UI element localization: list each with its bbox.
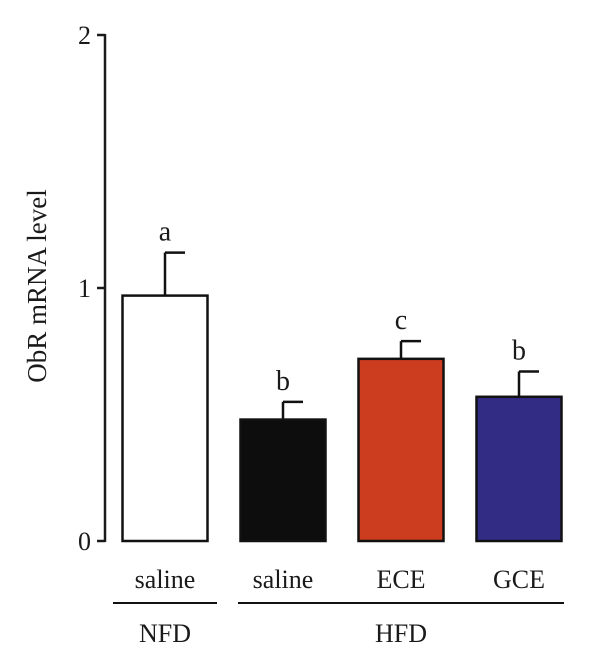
group-labels: NFD HFD	[113, 602, 564, 648]
bar	[121, 294, 209, 543]
significance-letters: a b c b	[159, 217, 526, 397]
category-labels: saline saline ECE GCE	[135, 565, 545, 594]
y-ticks: 0 1 2	[78, 21, 105, 556]
category-label: saline	[253, 565, 314, 594]
bar	[239, 418, 327, 543]
significance-letter: c	[395, 305, 407, 336]
y-tick-label: 2	[78, 21, 91, 50]
y-tick-label: 1	[78, 274, 91, 303]
category-label: saline	[135, 565, 196, 594]
category-label: ECE	[376, 565, 425, 594]
group-label: NFD	[139, 619, 191, 648]
error-bars	[163, 251, 539, 420]
category-label: GCE	[493, 565, 545, 594]
significance-letter: b	[276, 366, 290, 397]
significance-letter: a	[159, 217, 172, 248]
bar	[475, 395, 563, 543]
significance-letter: b	[512, 335, 526, 366]
group-label: HFD	[375, 619, 427, 648]
bar	[357, 357, 445, 543]
bars	[121, 294, 563, 543]
y-tick-label: 0	[78, 527, 91, 556]
y-axis-label: ObR mRNA level	[22, 189, 52, 383]
